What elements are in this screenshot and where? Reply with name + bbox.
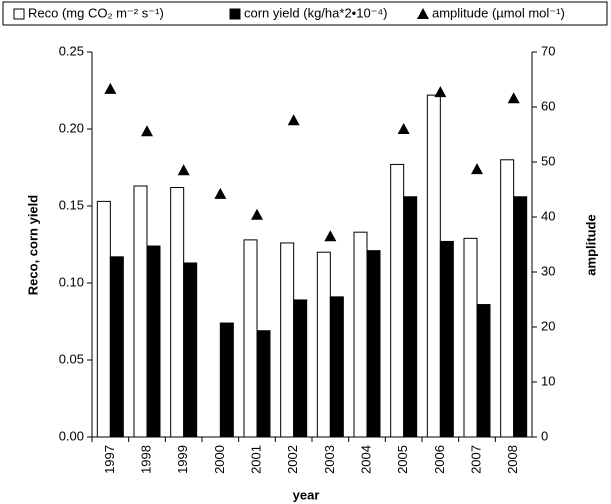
bar xyxy=(366,250,381,438)
bar xyxy=(183,262,198,438)
x-tick-label: 1998 xyxy=(138,445,153,474)
y2-tick-label: 0 xyxy=(541,428,548,443)
marker xyxy=(471,163,483,175)
bar xyxy=(293,299,308,438)
x-tick-label: 2005 xyxy=(395,445,410,474)
marker xyxy=(251,208,263,220)
y2-tick-label: 20 xyxy=(541,318,555,333)
marker xyxy=(507,92,520,104)
marker xyxy=(104,82,117,94)
marker xyxy=(177,164,190,176)
legend-swatch xyxy=(229,8,241,20)
y2-tick-label: 60 xyxy=(541,98,555,113)
bar xyxy=(390,163,405,438)
marker xyxy=(287,114,300,126)
bar xyxy=(500,159,515,438)
bar xyxy=(133,185,148,438)
y-tick-label: 0.15 xyxy=(59,197,84,212)
bar xyxy=(146,245,161,438)
x-tick-label: 2006 xyxy=(432,445,447,474)
x-tick-label: 2000 xyxy=(212,445,227,474)
y-tick-label: 0.10 xyxy=(59,274,84,289)
bar xyxy=(353,231,368,438)
y2-tick-label: 70 xyxy=(541,43,555,58)
y-axis-title: Reco, corn yield xyxy=(25,195,40,295)
x-axis-title: year xyxy=(293,487,320,502)
bar xyxy=(426,94,441,438)
x-tick-label: 1999 xyxy=(175,445,190,474)
x-tick-label: 2003 xyxy=(322,445,337,474)
bar xyxy=(256,330,271,438)
marker xyxy=(434,86,447,98)
bar xyxy=(316,251,331,438)
y-tick-label: 0.25 xyxy=(59,43,84,58)
x-tick-label: 1997 xyxy=(102,445,117,474)
y-tick-label: 0.00 xyxy=(59,428,84,443)
marker xyxy=(324,230,337,242)
x-tick-label: 2004 xyxy=(358,445,373,474)
y-tick-label: 0.05 xyxy=(59,351,84,366)
legend-label: Reco (mg CO₂ m⁻² s⁻¹) xyxy=(28,5,164,20)
bar xyxy=(96,200,111,438)
y2-tick-label: 30 xyxy=(541,263,555,278)
marker xyxy=(141,125,153,137)
y2-axis-title: amplitude xyxy=(583,214,598,275)
legend-swatch xyxy=(417,8,429,19)
legend-swatch xyxy=(13,8,25,20)
bar xyxy=(513,196,528,438)
bar xyxy=(170,187,185,438)
x-tick-label: 2001 xyxy=(248,445,263,474)
bar xyxy=(403,196,418,438)
legend-box xyxy=(2,1,608,26)
bar xyxy=(219,322,234,438)
marker xyxy=(397,123,410,134)
x-tick-label: 2007 xyxy=(468,445,483,474)
x-tick-label: 2002 xyxy=(285,445,300,474)
marker xyxy=(214,187,227,199)
y-tick-label: 0.20 xyxy=(59,120,84,135)
bar xyxy=(109,256,124,438)
bar xyxy=(476,304,491,438)
legend-label: amplitude (µmol mol⁻¹) xyxy=(432,5,565,20)
bar xyxy=(243,239,258,438)
legend-label: corn yield (kg/ha*2•10⁻⁴) xyxy=(244,5,387,20)
x-tick-label: 2008 xyxy=(505,445,520,474)
y2-tick-label: 40 xyxy=(541,208,555,223)
bar xyxy=(439,240,454,438)
bar xyxy=(329,296,344,438)
bar xyxy=(280,242,295,438)
y2-tick-label: 10 xyxy=(541,373,555,388)
bar xyxy=(463,237,478,438)
y2-tick-label: 50 xyxy=(541,153,555,168)
